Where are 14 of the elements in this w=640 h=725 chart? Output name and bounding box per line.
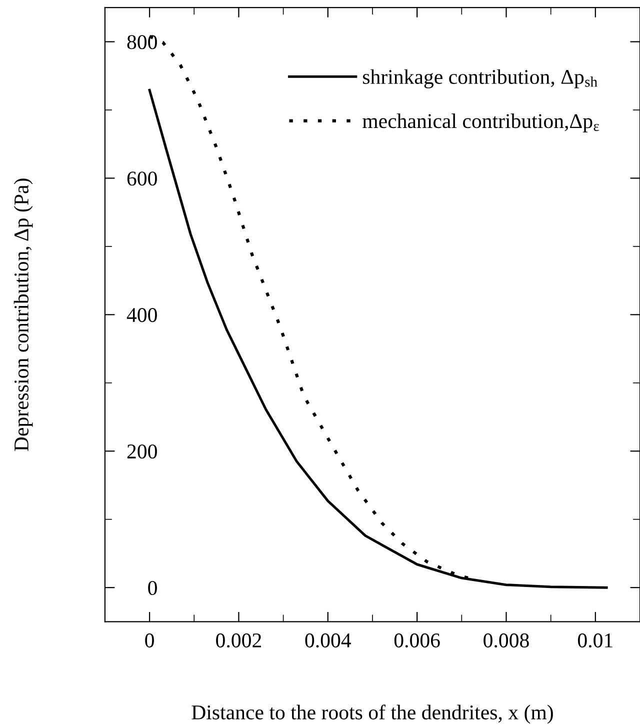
y-tick-label: 200 [127,444,157,459]
y-tick-label: 400 [126,308,157,322]
legend-label: shrinkage contribution, Δp$_{sh}$ [362,69,598,88]
y-axis-title: Depression contribution, Δp (Pa) [14,178,33,451]
y-tick-label: 800 [127,35,157,50]
y-tick-label: 0 [148,580,157,596]
x-tick-label: 0.004 [305,633,352,648]
x-tick-label: 0.002 [216,633,262,648]
x-tick-label: 0.008 [484,633,529,648]
x-tick-label: 0.01 [578,633,612,648]
legend-label: mechanical contribution,Δp$_{ε}$ [362,114,599,132]
x-axis-title: Distance to the roots of the dendrites, x (m) [192,704,553,724]
x-tick-label: 0.006 [394,633,440,648]
y-tick-label: 600 [127,172,157,186]
